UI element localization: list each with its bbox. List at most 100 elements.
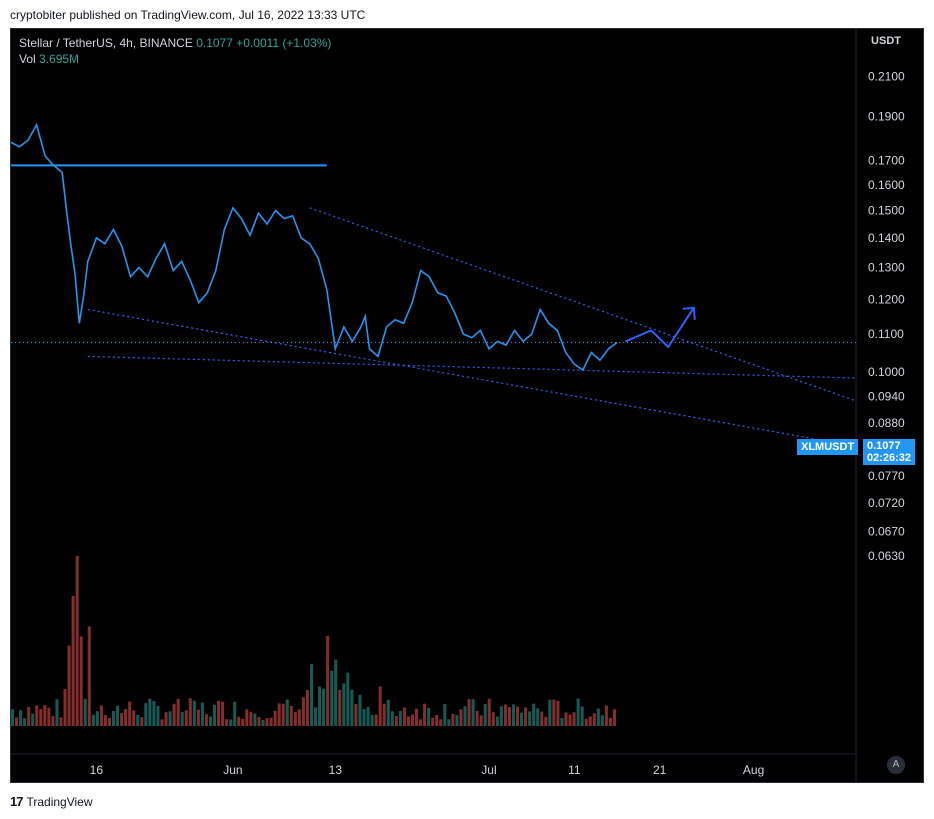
volume-bar xyxy=(23,718,27,726)
volume-bar xyxy=(297,709,301,726)
volume-bar xyxy=(120,712,124,726)
volume-label[interactable]: Vol xyxy=(19,52,36,66)
volume-bar xyxy=(459,709,463,726)
volume-bar xyxy=(269,717,273,726)
volume-bar xyxy=(136,714,140,726)
volume-bar xyxy=(289,705,293,726)
volume-bar xyxy=(435,715,439,726)
brand-name: TradingView xyxy=(26,794,93,809)
volume-bar xyxy=(516,706,520,726)
volume-bar xyxy=(172,703,176,726)
volume-bar xyxy=(386,700,390,726)
volume-bar xyxy=(330,670,334,726)
volume-bar xyxy=(318,686,322,726)
volume-bar xyxy=(241,718,245,726)
volume-bar xyxy=(91,714,95,726)
volume-bar xyxy=(608,717,612,726)
volume-bar xyxy=(370,715,374,726)
volume-bar xyxy=(208,716,213,726)
volume-bar xyxy=(225,719,229,726)
volume-bar xyxy=(342,683,346,726)
volume-bar xyxy=(213,704,217,726)
price-tag-value: 0.1077 xyxy=(867,440,901,452)
volume-bar xyxy=(59,717,63,726)
volume-bar xyxy=(487,698,491,726)
volume-bar xyxy=(43,705,47,726)
volume-bar xyxy=(257,716,261,726)
volume-bar xyxy=(249,712,253,726)
volume-bar xyxy=(536,708,540,726)
volume-bar xyxy=(285,699,289,726)
volume-bar xyxy=(322,688,326,726)
volume-bar xyxy=(378,686,382,726)
projection-path xyxy=(625,307,695,349)
y-tick-label: 0.1200 xyxy=(868,292,905,306)
volume-bar xyxy=(293,712,297,726)
volume-bar xyxy=(592,713,596,726)
volume-bar xyxy=(431,717,435,726)
auto-scale-button[interactable]: A xyxy=(887,756,905,774)
volume-bar xyxy=(471,699,475,726)
volume-bar xyxy=(229,719,233,726)
volume-bar xyxy=(116,705,120,726)
volume-bar xyxy=(301,697,305,726)
volume-bar xyxy=(180,712,184,726)
volume-bar xyxy=(277,703,281,726)
volume-bar xyxy=(382,703,386,726)
volume-bar xyxy=(71,596,75,726)
volume-bar xyxy=(532,703,536,726)
volume-bar xyxy=(503,704,507,726)
volume-bar xyxy=(511,704,516,726)
volume-bar xyxy=(479,715,483,726)
volume-bar xyxy=(15,717,19,726)
volume-bar xyxy=(604,705,608,726)
volume-bar xyxy=(55,699,59,726)
volume-bar xyxy=(544,716,548,726)
volume-bar xyxy=(483,704,487,726)
volume-bar xyxy=(164,712,168,726)
symbol-tag: XLMUSDT xyxy=(797,439,859,455)
volume-bar xyxy=(423,703,427,726)
volume-bar xyxy=(233,701,237,726)
x-tick-label: Aug xyxy=(743,763,764,777)
volume-bar xyxy=(584,718,588,726)
volume-bar xyxy=(265,718,269,726)
y-tick-label: 0.1300 xyxy=(868,261,905,275)
volume-bar xyxy=(455,714,459,726)
price-line xyxy=(11,122,618,372)
tradingview-brand[interactable]: 17 TradingView xyxy=(10,794,93,809)
volume-bar xyxy=(35,705,39,726)
volume-bar xyxy=(253,713,257,726)
chart-frame[interactable]: 0.2100 0.1900 0.1700 0.1600 0.1500 0.1400 0.13… xyxy=(10,28,924,783)
volume-bar xyxy=(87,626,91,726)
volume-bar xyxy=(564,712,568,726)
y-tick-label: 0.2100 xyxy=(868,69,905,83)
volume-bar xyxy=(552,699,556,726)
volume-bar xyxy=(160,719,164,726)
x-tick-label: Jul xyxy=(481,763,496,777)
symbol-description[interactable]: Stellar / TetherUS, 4h, BINANCE xyxy=(19,36,193,50)
volume-bar xyxy=(128,701,132,726)
y-tick-label: 0.1000 xyxy=(868,365,905,379)
y-tick-label: 0.0630 xyxy=(868,549,905,563)
volume-bar xyxy=(354,704,358,726)
volume-bar xyxy=(439,719,443,726)
price-change: +0.0011 (+1.03%) xyxy=(236,36,332,50)
y-tick-label: 0.0670 xyxy=(868,525,905,539)
volume-bar xyxy=(390,711,394,726)
y-tick-label: 0.1400 xyxy=(868,231,905,245)
price-chart[interactable]: 0.2100 0.1900 0.1700 0.1600 0.1500 0.1400 0.13… xyxy=(11,29,923,782)
volume-bar xyxy=(467,699,471,726)
volume-bar xyxy=(415,708,419,726)
volume-bar xyxy=(99,705,103,726)
volume-bar xyxy=(568,714,572,726)
volume-bar xyxy=(221,701,225,726)
volume-bar xyxy=(273,710,277,726)
y-tick-label: 0.0940 xyxy=(868,390,905,404)
volume-bar xyxy=(588,716,592,726)
trendline xyxy=(87,308,857,447)
volume-bar xyxy=(107,718,112,726)
volume-bar xyxy=(358,694,362,726)
volume-bar xyxy=(148,698,152,726)
volume-bar xyxy=(19,710,23,726)
